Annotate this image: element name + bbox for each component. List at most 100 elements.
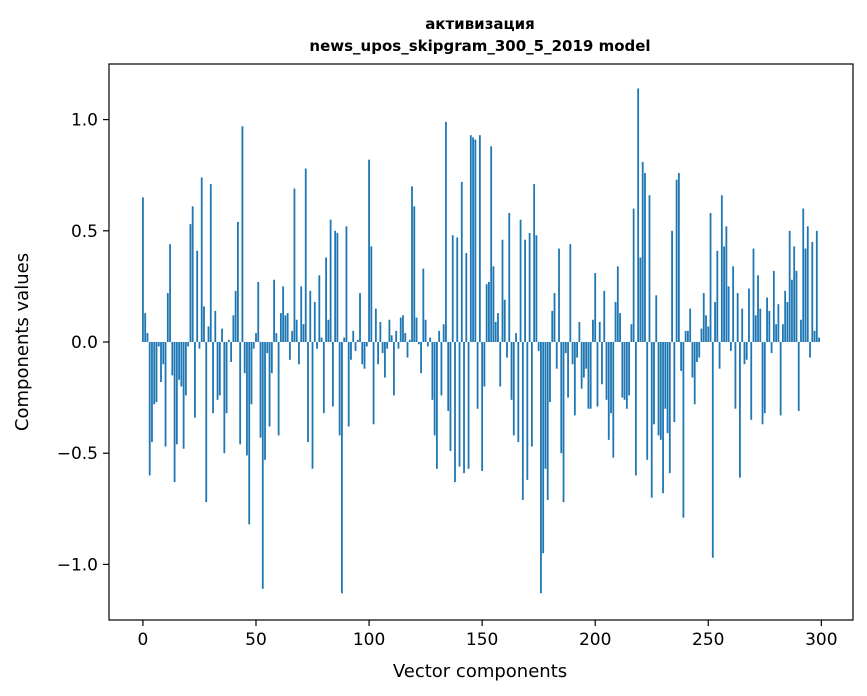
bar: [693, 342, 696, 405]
bar: [336, 233, 339, 342]
bar: [341, 342, 343, 594]
bar: [549, 342, 551, 403]
bar: [295, 319, 298, 342]
y-tick-label: 0.5: [71, 222, 98, 242]
bar: [562, 342, 565, 503]
bar: [804, 248, 807, 342]
bar: [381, 342, 384, 354]
bar: [370, 246, 373, 342]
bar: [815, 230, 818, 342]
bar: [677, 172, 680, 342]
bar: [225, 342, 228, 414]
bar: [544, 342, 547, 469]
bar: [148, 342, 151, 476]
bar: [589, 342, 592, 409]
bar: [632, 208, 635, 342]
bar: [698, 342, 701, 358]
bar: [164, 342, 167, 447]
bar: [614, 301, 617, 342]
bar: [580, 342, 583, 389]
bar: [718, 342, 721, 369]
bar: [431, 342, 434, 400]
bar: [359, 293, 361, 342]
bar: [316, 342, 318, 349]
bar: [739, 342, 741, 478]
bar: [766, 297, 768, 342]
bar: [666, 342, 669, 434]
bar: [781, 324, 784, 342]
bar: [329, 219, 332, 342]
bar: [616, 266, 619, 342]
bar: [515, 333, 517, 342]
bar: [232, 315, 235, 342]
bar: [354, 342, 357, 351]
bar: [155, 342, 158, 403]
bar: [451, 235, 454, 342]
bar: [501, 239, 504, 342]
bar: [309, 290, 312, 342]
bar: [352, 330, 355, 342]
bar: [218, 342, 221, 396]
bar: [553, 293, 556, 342]
bar: [465, 253, 468, 342]
bar: [429, 337, 432, 342]
bar: [582, 342, 585, 378]
bar: [806, 226, 809, 342]
bar: [596, 342, 599, 407]
bar: [705, 315, 707, 342]
bar: [540, 342, 542, 594]
bar: [635, 342, 637, 476]
bar: [748, 288, 750, 342]
bar: [628, 342, 631, 396]
bar: [458, 342, 461, 467]
y-tick-label: 1.0: [71, 111, 98, 131]
bar: [282, 286, 285, 342]
bar: [198, 342, 201, 349]
x-axis-ticks: 0 50 100 150 200 250 300: [138, 620, 838, 650]
bar: [512, 342, 515, 436]
x-tick-label: 150: [466, 630, 498, 650]
bar: [564, 342, 567, 354]
bar: [542, 342, 545, 554]
bar: [286, 313, 289, 342]
bar: [151, 342, 153, 443]
bar: [761, 342, 764, 425]
bar: [646, 342, 649, 460]
x-axis-label: Vector components: [393, 661, 567, 682]
bar: [648, 195, 651, 342]
bar: [223, 342, 226, 454]
bar: [291, 330, 294, 342]
bar: [307, 342, 309, 443]
bar: [802, 208, 805, 342]
bar: [187, 342, 190, 347]
bar: [716, 250, 719, 342]
bar: [268, 342, 271, 427]
x-tick-label: 200: [579, 630, 611, 650]
bar: [469, 135, 472, 342]
bar: [671, 230, 673, 342]
bar: [720, 195, 723, 342]
bar: [180, 342, 183, 387]
bar: [166, 293, 169, 342]
bar: [422, 268, 425, 342]
bar: [788, 230, 791, 342]
bar: [639, 257, 642, 342]
bar: [379, 321, 382, 342]
bar: [528, 233, 531, 342]
bar: [653, 342, 655, 425]
bar: [474, 139, 477, 342]
bar: [533, 184, 536, 342]
bar: [521, 342, 524, 500]
bar: [313, 301, 316, 342]
bar: [270, 342, 273, 374]
bar: [702, 293, 705, 342]
bar: [526, 342, 529, 480]
bar: [668, 342, 671, 474]
bar: [592, 319, 594, 342]
bar: [811, 241, 814, 342]
bar: [791, 279, 793, 342]
bar: [510, 342, 513, 400]
bar: [524, 239, 526, 342]
bar: [472, 137, 474, 342]
bar: [736, 293, 739, 342]
